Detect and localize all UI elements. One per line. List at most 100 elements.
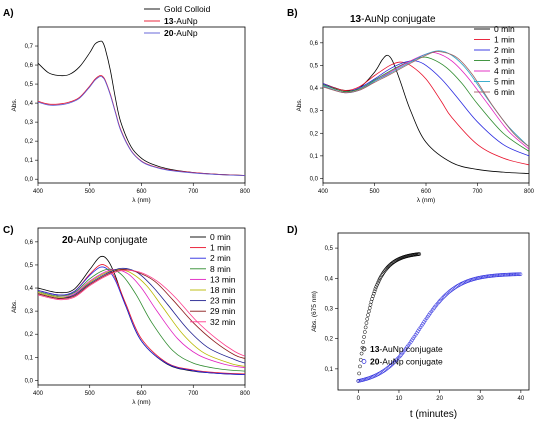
series-line — [323, 61, 529, 166]
data-point — [445, 291, 450, 296]
y-tick-label: 0,4 — [25, 286, 34, 292]
y-tick-label: 0,5 — [25, 82, 34, 88]
data-point — [362, 330, 367, 334]
data-point — [375, 281, 380, 285]
data-point — [482, 275, 486, 279]
data-point — [368, 302, 373, 307]
plot-frame — [337, 232, 530, 391]
series-line — [38, 74, 245, 176]
series-line — [38, 269, 245, 359]
data-point — [510, 272, 514, 277]
data-point — [359, 351, 364, 356]
data-point — [367, 306, 372, 310]
y-tick-label: 0,5 — [325, 246, 334, 252]
x-tick-label: 500 — [85, 189, 96, 195]
y-tick-label: 0,6 — [310, 41, 319, 47]
data-point — [446, 290, 451, 295]
data-point — [439, 297, 444, 302]
data-point — [365, 317, 370, 321]
x-axis-label: λ (nm) — [417, 197, 435, 204]
x-tick-label: 10 — [396, 396, 403, 402]
data-point — [518, 272, 523, 277]
data-point — [361, 340, 366, 344]
x-tick-label: 600 — [136, 189, 147, 195]
legend-label: 8 min — [210, 264, 231, 274]
y-tick-label: 0,3 — [25, 309, 34, 315]
data-point — [447, 289, 452, 294]
legend-label: 1 min — [210, 243, 231, 253]
legend-label: 2 min — [494, 45, 515, 55]
y-tick-label: 0,2 — [325, 337, 334, 343]
data-point — [417, 252, 422, 256]
x-tick-label: 30 — [477, 396, 484, 402]
y-tick-label: 0,6 — [25, 240, 34, 246]
data-point — [360, 345, 365, 350]
data-point — [506, 272, 511, 277]
y-tick-label: 0,3 — [310, 109, 319, 115]
x-tick-label: 400 — [33, 189, 44, 195]
data-point — [517, 272, 522, 277]
data-point — [357, 371, 361, 376]
y-tick-label: 0,0 — [25, 378, 34, 384]
legend-label: 13-AuNp — [164, 16, 198, 26]
x-axis-label: λ (nm) — [132, 197, 150, 204]
data-point — [385, 366, 390, 370]
legend-marker — [361, 359, 367, 364]
legend-label: 0 min — [210, 232, 231, 242]
x-tick-label: 500 — [85, 391, 96, 397]
legend-label: 18 min — [210, 285, 236, 295]
plot-frame — [37, 26, 246, 184]
x-axis-label: λ (nm) — [132, 399, 150, 406]
data-point — [412, 334, 417, 339]
x-tick-label: 40 — [518, 396, 525, 402]
legend-label: 3 min — [494, 56, 515, 66]
legend-label: 23 min — [210, 296, 236, 306]
data-point — [363, 325, 368, 330]
y-axis-label: Abs. (675 nm) — [311, 291, 318, 332]
data-point — [514, 272, 519, 277]
data-point — [375, 283, 379, 287]
data-point — [494, 273, 498, 278]
data-point — [358, 364, 362, 369]
data-point — [501, 273, 506, 277]
legend-label: 0 min — [494, 24, 515, 34]
data-point — [502, 272, 507, 277]
y-axis-label: Abs. — [296, 98, 303, 111]
x-tick-label: 400 — [33, 391, 44, 397]
data-point — [358, 357, 363, 362]
legend-label: Gold Colloid — [164, 4, 211, 14]
x-tick-label: 700 — [188, 391, 199, 397]
y-tick-label: 0,5 — [25, 263, 34, 269]
y-tick-label: 0,3 — [325, 306, 334, 312]
data-point — [373, 287, 378, 291]
data-point — [495, 273, 500, 278]
data-point — [512, 272, 517, 277]
panel-label: B) — [287, 8, 298, 19]
panel-a: A) 400 500 600 700 800 0,0 0,1 0,2 0,3 0,4 0,5 0,6 0,… — [3, 4, 251, 204]
data-point — [366, 313, 370, 317]
data-point — [488, 274, 492, 278]
data-point — [389, 363, 394, 367]
data-point — [421, 321, 425, 326]
data-point — [449, 288, 453, 293]
x-tick-label: 0 — [357, 396, 361, 402]
data-point — [491, 273, 496, 278]
x-tick-label: 800 — [240, 391, 251, 397]
legend-label: 13 min — [210, 274, 236, 284]
series-line — [38, 269, 245, 357]
panel-label: A) — [3, 8, 14, 19]
data-point — [511, 272, 516, 277]
legend-label: 1 min — [494, 35, 515, 45]
y-tick-label: 0,1 — [25, 158, 34, 164]
y-tick-label: 0,0 — [25, 177, 34, 183]
data-point — [497, 273, 502, 277]
data-point — [516, 272, 520, 277]
legend-label: 4 min — [494, 66, 515, 76]
legend-label: 6 min — [494, 87, 515, 97]
data-point — [490, 273, 495, 278]
legend-label: 20-AuNp conjugate — [370, 357, 443, 367]
data-point — [500, 273, 505, 277]
data-point — [440, 296, 445, 301]
y-tick-label: 0,4 — [310, 86, 319, 92]
